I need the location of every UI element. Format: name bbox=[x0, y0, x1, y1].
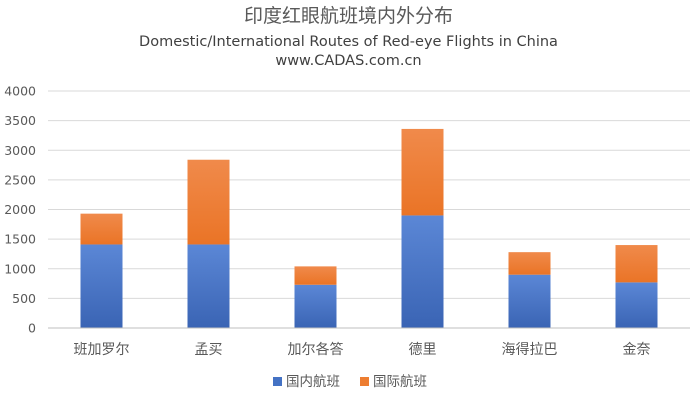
bar-domestic bbox=[294, 284, 337, 328]
x-tick-label: 德里 bbox=[409, 342, 437, 358]
bar-domestic bbox=[508, 274, 551, 328]
y-tick-label: 3000 bbox=[4, 143, 36, 158]
legend: 国内航班 国际航班 bbox=[273, 374, 427, 390]
x-tick-label: 孟买 bbox=[195, 342, 223, 358]
bar-international bbox=[187, 159, 230, 245]
x-tick-label: 海得拉巴 bbox=[502, 341, 558, 358]
legend-swatch bbox=[273, 377, 282, 386]
y-tick-label: 500 bbox=[12, 291, 36, 306]
bar-international bbox=[508, 252, 551, 275]
x-tick-label: 班加罗尔 bbox=[74, 342, 130, 358]
bar-international bbox=[615, 245, 658, 283]
bar-international bbox=[401, 128, 444, 216]
legend-item: 国内航班 bbox=[273, 374, 340, 390]
legend-label: 国际航班 bbox=[373, 374, 427, 390]
bar-domestic bbox=[80, 244, 123, 328]
x-tick-label: 金奈 bbox=[623, 342, 651, 358]
legend-item: 国际航班 bbox=[360, 374, 427, 390]
bar-international bbox=[80, 213, 123, 245]
x-tick-label: 加尔各答 bbox=[288, 341, 344, 358]
y-tick-label: 4000 bbox=[4, 84, 36, 99]
plot-area: 0 500 1000 1500 2000 2500 3000 3500 4000 班加罗尔 孟买 加尔… bbox=[4, 84, 690, 358]
y-tick-label: 1500 bbox=[4, 232, 36, 247]
bar-domestic bbox=[615, 282, 658, 328]
y-tick-label: 2500 bbox=[4, 172, 36, 187]
y-tick-label: 2000 bbox=[4, 202, 36, 217]
bar-international bbox=[294, 266, 337, 285]
y-tick-label: 3500 bbox=[4, 113, 36, 128]
y-tick-label: 0 bbox=[28, 321, 36, 336]
chart-title: 印度红眼航班境内外分布 bbox=[244, 5, 453, 27]
y-tick-label: 1000 bbox=[4, 261, 36, 276]
bar-domestic bbox=[401, 215, 444, 328]
legend-label: 国内航班 bbox=[286, 374, 340, 390]
chart-subtitle: Domestic/International Routes of Red-eye… bbox=[139, 34, 558, 50]
legend-swatch bbox=[360, 377, 369, 386]
chart-source: www.CADAS.com.cn bbox=[275, 53, 421, 69]
bar-domestic bbox=[187, 244, 230, 328]
